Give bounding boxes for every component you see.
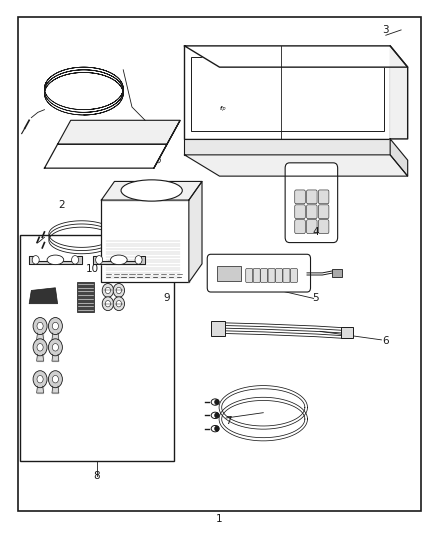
Circle shape bbox=[37, 322, 43, 330]
Polygon shape bbox=[29, 256, 81, 264]
Circle shape bbox=[52, 375, 58, 383]
Circle shape bbox=[116, 287, 121, 294]
Circle shape bbox=[33, 339, 47, 356]
Circle shape bbox=[37, 344, 43, 351]
FancyBboxPatch shape bbox=[245, 269, 252, 282]
Text: 2: 2 bbox=[59, 200, 65, 211]
Text: ........: ........ bbox=[108, 258, 115, 262]
Ellipse shape bbox=[211, 399, 219, 405]
Circle shape bbox=[77, 153, 86, 165]
FancyBboxPatch shape bbox=[318, 190, 328, 204]
Ellipse shape bbox=[110, 255, 127, 265]
FancyBboxPatch shape bbox=[306, 220, 316, 233]
Circle shape bbox=[90, 153, 99, 165]
FancyBboxPatch shape bbox=[253, 269, 260, 282]
Circle shape bbox=[105, 301, 110, 307]
Bar bbox=[217, 266, 241, 281]
Polygon shape bbox=[153, 120, 180, 168]
Bar bbox=[101, 200, 188, 282]
Bar bbox=[20, 235, 173, 461]
FancyBboxPatch shape bbox=[283, 269, 289, 282]
Polygon shape bbox=[389, 46, 407, 139]
Bar bbox=[184, 46, 389, 139]
Bar bbox=[184, 139, 389, 155]
Bar bbox=[210, 321, 224, 336]
Text: 9: 9 bbox=[163, 293, 170, 303]
Polygon shape bbox=[389, 139, 407, 176]
Circle shape bbox=[52, 344, 58, 351]
Text: 10: 10 bbox=[86, 264, 99, 274]
FancyBboxPatch shape bbox=[306, 205, 316, 219]
Ellipse shape bbox=[211, 425, 219, 432]
FancyBboxPatch shape bbox=[318, 220, 328, 233]
Circle shape bbox=[214, 399, 219, 405]
Text: 7: 7 bbox=[224, 416, 231, 426]
Circle shape bbox=[103, 153, 113, 165]
Circle shape bbox=[135, 256, 142, 264]
Polygon shape bbox=[29, 288, 57, 304]
Text: 1: 1 bbox=[215, 514, 223, 524]
Polygon shape bbox=[101, 181, 201, 200]
Text: 4: 4 bbox=[312, 227, 318, 237]
Circle shape bbox=[33, 370, 47, 387]
Polygon shape bbox=[184, 46, 407, 67]
FancyBboxPatch shape bbox=[290, 269, 297, 282]
Circle shape bbox=[214, 426, 219, 431]
Polygon shape bbox=[188, 181, 201, 282]
Circle shape bbox=[102, 284, 113, 297]
Polygon shape bbox=[92, 256, 145, 264]
FancyBboxPatch shape bbox=[294, 205, 304, 219]
Text: 6: 6 bbox=[381, 336, 388, 346]
Circle shape bbox=[95, 256, 102, 264]
Text: ffp: ffp bbox=[219, 106, 226, 111]
Bar bbox=[340, 327, 353, 338]
Circle shape bbox=[52, 322, 58, 330]
Circle shape bbox=[48, 370, 62, 387]
FancyBboxPatch shape bbox=[306, 190, 316, 204]
Circle shape bbox=[37, 375, 43, 383]
FancyBboxPatch shape bbox=[294, 190, 304, 204]
Ellipse shape bbox=[121, 180, 182, 201]
Circle shape bbox=[105, 287, 110, 294]
Circle shape bbox=[71, 256, 78, 264]
Ellipse shape bbox=[47, 255, 64, 265]
Circle shape bbox=[32, 256, 39, 264]
Bar bbox=[191, 56, 383, 131]
Text: 5: 5 bbox=[312, 293, 318, 303]
Bar bbox=[77, 282, 94, 312]
Text: 3: 3 bbox=[381, 25, 388, 35]
FancyBboxPatch shape bbox=[294, 220, 304, 233]
FancyBboxPatch shape bbox=[260, 269, 267, 282]
Circle shape bbox=[33, 318, 47, 335]
Ellipse shape bbox=[211, 412, 219, 418]
Circle shape bbox=[113, 297, 124, 311]
Text: 8: 8 bbox=[93, 472, 100, 481]
Bar bbox=[332, 269, 341, 277]
FancyBboxPatch shape bbox=[268, 269, 275, 282]
Circle shape bbox=[113, 284, 124, 297]
FancyBboxPatch shape bbox=[318, 205, 328, 219]
FancyBboxPatch shape bbox=[285, 163, 337, 243]
FancyBboxPatch shape bbox=[275, 269, 282, 282]
Circle shape bbox=[214, 413, 219, 418]
FancyBboxPatch shape bbox=[207, 254, 310, 292]
Circle shape bbox=[102, 297, 113, 311]
Circle shape bbox=[116, 301, 121, 307]
Polygon shape bbox=[44, 144, 166, 168]
Polygon shape bbox=[184, 155, 407, 176]
Polygon shape bbox=[57, 120, 180, 144]
Circle shape bbox=[48, 318, 62, 335]
Circle shape bbox=[48, 339, 62, 356]
